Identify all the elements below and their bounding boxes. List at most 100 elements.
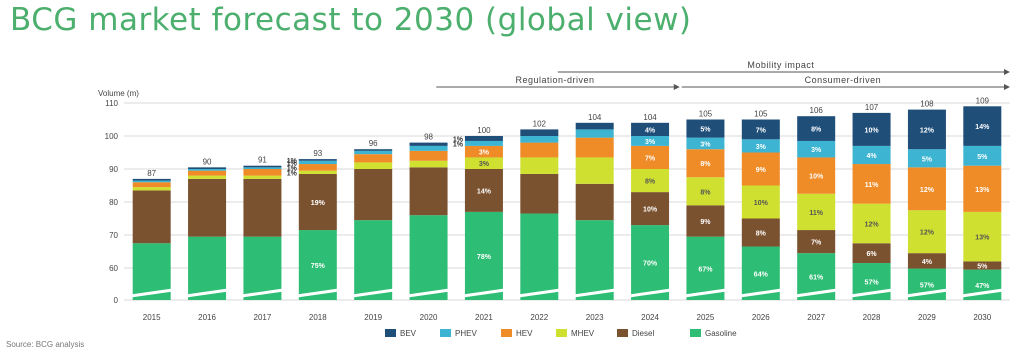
- data-label: 3%: [811, 147, 822, 154]
- bar-total-label: 87: [147, 169, 156, 178]
- bar-segment-phev: [575, 129, 614, 138]
- bar-segment-bev: [963, 106, 1002, 146]
- data-label: 5%: [977, 154, 988, 161]
- bar-segment-phev: [907, 149, 946, 168]
- bar-segment-diesel: [354, 169, 393, 221]
- data-label: 3%: [645, 139, 656, 146]
- x-tick-label: 2027: [807, 313, 825, 322]
- data-label: 9%: [756, 167, 767, 174]
- bar-segment-phev: [741, 139, 780, 153]
- data-label: 5%: [700, 127, 711, 134]
- data-label: 8%: [645, 179, 656, 186]
- bar-segment-mhev: [852, 203, 891, 244]
- data-label: 9%: [700, 219, 711, 226]
- phase-arrowhead: [673, 84, 680, 90]
- data-label: 4%: [922, 259, 933, 266]
- legend-label: PHEV: [455, 329, 477, 338]
- phase-arrowhead: [1004, 69, 1010, 75]
- bar-total-label: 100: [477, 126, 491, 135]
- legend-swatch-diesel: [617, 329, 628, 337]
- bar-segment-phev: [188, 169, 227, 171]
- data-label: 7%: [811, 240, 822, 247]
- data-label: 70%: [643, 261, 658, 268]
- bar-segment-hev: [631, 145, 670, 169]
- data-label: 61%: [809, 275, 824, 282]
- bar-segment-phev: [298, 160, 337, 165]
- data-label: 6%: [867, 251, 878, 258]
- bar-segment-gasoline: [409, 215, 448, 300]
- bar-segment-bev: [298, 159, 337, 161]
- axis-break-mark: [241, 288, 284, 298]
- phase-label: Mobility impact: [747, 60, 814, 70]
- data-label: 1%: [287, 158, 298, 165]
- bar-segment-diesel: [243, 178, 282, 237]
- data-label: 67%: [698, 266, 713, 273]
- data-label: 1%: [453, 141, 464, 148]
- data-label: 8%: [756, 231, 767, 238]
- bar-segment-mhev: [686, 177, 725, 206]
- bar-segment-gasoline: [354, 220, 393, 300]
- y-tick-label: 70: [109, 231, 118, 240]
- bar-segment-gasoline: [686, 236, 725, 300]
- data-label: 10%: [865, 127, 880, 134]
- x-tick-label: 2029: [918, 313, 936, 322]
- bar-segment-gasoline: [298, 230, 337, 300]
- bar-segment-hev: [741, 152, 780, 186]
- bar-segment-diesel: [963, 261, 1002, 270]
- data-label: 12%: [920, 187, 935, 194]
- bar-segment-bev: [741, 119, 780, 140]
- bar-segment-phev: [132, 180, 171, 183]
- bar-segment-hev: [243, 169, 282, 176]
- bar-segment-diesel: [575, 183, 614, 221]
- bar-segment-hev: [409, 150, 448, 161]
- legend-swatch-phev: [440, 329, 451, 337]
- data-label: 4%: [867, 153, 878, 160]
- phase-arrowhead: [1004, 84, 1010, 90]
- bar-total-label: 104: [588, 113, 602, 122]
- bar-segment-phev: [520, 136, 559, 143]
- legend-swatch-gasoline: [690, 329, 701, 337]
- bar-segment-hev: [852, 164, 891, 204]
- data-label: 4%: [645, 127, 656, 134]
- y-tick-label: 80: [109, 198, 118, 207]
- axis-break-mark: [739, 288, 783, 298]
- data-label: 12%: [920, 230, 935, 237]
- bar-segment-bev: [464, 136, 503, 141]
- data-label: 8%: [811, 127, 822, 134]
- axis-break-mark: [961, 288, 1004, 298]
- y-axis-label: Volume (m): [98, 89, 139, 98]
- bar-total-label: 102: [533, 119, 547, 128]
- data-label: 12%: [920, 127, 935, 134]
- bar-segment-diesel: [852, 243, 891, 264]
- bar-total-label: 109: [976, 96, 990, 105]
- bar-segment-phev: [243, 167, 282, 169]
- legend-swatch-mhev: [556, 329, 567, 337]
- data-label: 3%: [700, 141, 711, 148]
- bar-segment-mhev: [631, 169, 670, 193]
- legend-label: Diesel: [632, 329, 654, 338]
- bar-total-label: 107: [865, 103, 879, 112]
- data-label: 3%: [756, 144, 767, 151]
- x-tick-label: 2015: [143, 313, 161, 322]
- bar-segment-bev: [409, 142, 448, 146]
- data-label: 11%: [865, 182, 879, 189]
- data-label: 7%: [645, 155, 656, 162]
- axis-break-mark: [351, 288, 395, 298]
- data-label: 1%: [287, 160, 298, 167]
- data-label: 57%: [865, 280, 880, 287]
- bar-segment-diesel: [520, 173, 559, 214]
- legend-label: HEV: [516, 329, 533, 338]
- data-label: 10%: [643, 207, 658, 214]
- data-label: 5%: [977, 264, 988, 271]
- bar-segment-phev: [464, 140, 503, 146]
- bar-segment-mhev: [243, 175, 282, 179]
- bar-segment-diesel: [298, 173, 337, 231]
- bar-segment-phev: [631, 136, 670, 146]
- x-tick-label: 2024: [641, 313, 659, 322]
- x-tick-label: 2025: [697, 313, 715, 322]
- data-label: 11%: [809, 210, 823, 217]
- y-tick-label: 110: [105, 99, 118, 108]
- bar-total-label: 96: [369, 139, 378, 148]
- data-label: 13%: [975, 235, 990, 242]
- chart-title: BCG market forecast to 2030 (global view…: [10, 2, 692, 38]
